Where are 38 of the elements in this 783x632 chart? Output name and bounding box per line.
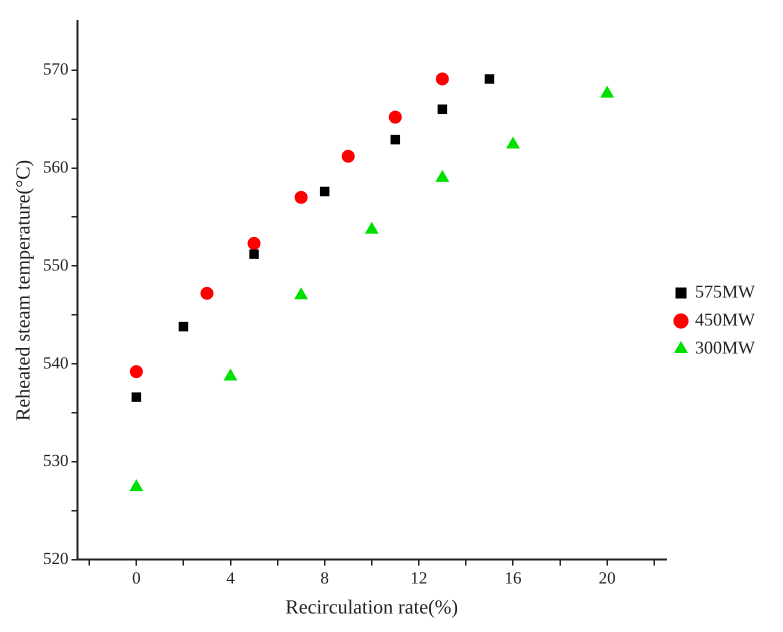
- point: [438, 104, 448, 114]
- point: [365, 222, 378, 234]
- x-tick-label: 8: [320, 568, 329, 588]
- x-tick-label: 4: [226, 568, 236, 588]
- point: [436, 72, 449, 86]
- point: [294, 288, 308, 300]
- point: [436, 170, 449, 182]
- legend-label: 450MW: [695, 310, 756, 330]
- x-axis-title: Recirculation rate(%): [285, 596, 458, 618]
- y-tick-label: 530: [43, 451, 68, 470]
- point: [178, 322, 188, 332]
- point: [224, 369, 238, 381]
- point: [248, 236, 261, 250]
- y-axis-title: Reheated steam temperature(°C): [12, 160, 34, 422]
- point: [388, 110, 402, 124]
- x-tick-label: 0: [132, 568, 141, 588]
- y-tick-label: 570: [43, 60, 68, 79]
- y-tick-label: 560: [43, 158, 68, 177]
- y-tick-label: 550: [43, 255, 68, 274]
- legend-label: 300MW: [695, 338, 756, 358]
- point: [294, 190, 308, 204]
- x-tick-label: 20: [598, 568, 616, 588]
- y-tick-label: 540: [43, 353, 68, 372]
- x-tick-label: 16: [504, 568, 522, 588]
- point: [320, 186, 330, 196]
- point: [342, 150, 355, 163]
- x-tick-label: 12: [410, 568, 428, 588]
- point: [506, 137, 520, 149]
- point: [249, 249, 259, 259]
- point: [130, 480, 143, 492]
- point: [200, 286, 214, 300]
- point: [390, 134, 400, 144]
- point: [484, 74, 494, 84]
- point: [130, 365, 143, 378]
- point: [132, 392, 142, 402]
- legend-label: 575MW: [695, 282, 756, 302]
- y-tick-label: 520: [43, 549, 68, 568]
- point: [600, 86, 614, 98]
